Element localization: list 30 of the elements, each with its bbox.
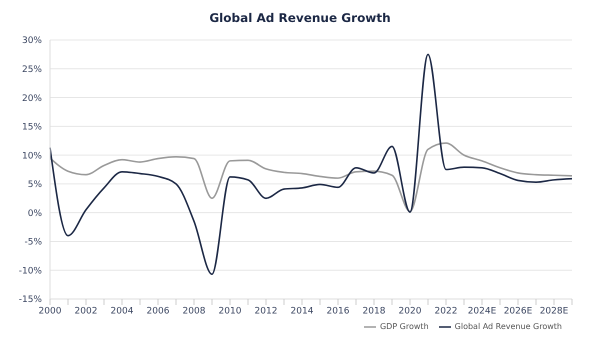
x-tick-label: 2016 [326,306,350,316]
y-tick-label: 0% [28,208,42,219]
y-tick-label: -10% [18,266,42,276]
y-tick-label: 5% [28,180,42,190]
x-tick-label: 2024E [468,306,497,316]
x-tick-label: 2008 [182,306,206,316]
x-tick-label: 2014 [290,306,314,316]
x-tick-label: 2020 [398,306,422,316]
legend-label: Global Ad Revenue Growth [454,322,562,332]
x-tick-label: 2028E [540,306,569,316]
y-tick-label: -15% [18,295,42,306]
y-tick-label: 15% [22,122,42,133]
x-tick-label: 2002 [74,306,98,316]
y-tick-label: 30% [22,36,42,46]
x-tick-label: 2018 [362,306,386,316]
y-tick-label: 10% [22,151,42,162]
y-tick-label: 20% [22,94,42,104]
y-tick-label: 25% [22,64,42,75]
x-tick-label: 2012 [254,306,278,316]
x-tick-label: 2004 [110,306,134,316]
y-tick-label: -5% [24,238,42,248]
line-series [49,142,573,212]
x-tick-label: 2000 [38,306,62,316]
x-tick-label: 2026E [504,306,533,316]
legend-label: GDP Growth [380,322,429,332]
x-tick-label: 2006 [146,306,170,316]
x-tick-label: 2010 [218,306,242,316]
x-tick-label: 2022 [434,306,458,316]
line-series [49,54,573,276]
chart-title: Global Ad Revenue Growth [208,10,392,27]
